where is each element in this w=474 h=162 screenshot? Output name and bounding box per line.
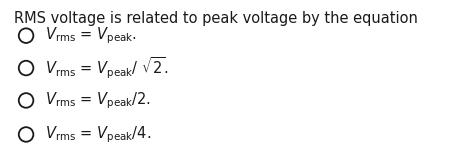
Text: $\mathit{V}_{\mathrm{rms}}$ = $\mathit{V}_{\mathrm{peak}}$.: $\mathit{V}_{\mathrm{rms}}$ = $\mathit{V… bbox=[45, 25, 137, 46]
Text: $\mathit{V}_{\mathrm{rms}}$ = $\mathit{V}_{\mathrm{peak}}$/ $\sqrt{2}$.: $\mathit{V}_{\mathrm{rms}}$ = $\mathit{V… bbox=[45, 55, 169, 81]
Text: RMS voltage is related to peak voltage by the equation: RMS voltage is related to peak voltage b… bbox=[14, 11, 418, 26]
Text: $\mathit{V}_{\mathrm{rms}}$ = $\mathit{V}_{\mathrm{peak}}$/4.: $\mathit{V}_{\mathrm{rms}}$ = $\mathit{V… bbox=[45, 124, 151, 145]
Text: $\mathit{V}_{\mathrm{rms}}$ = $\mathit{V}_{\mathrm{peak}}$/2.: $\mathit{V}_{\mathrm{rms}}$ = $\mathit{V… bbox=[45, 90, 151, 111]
